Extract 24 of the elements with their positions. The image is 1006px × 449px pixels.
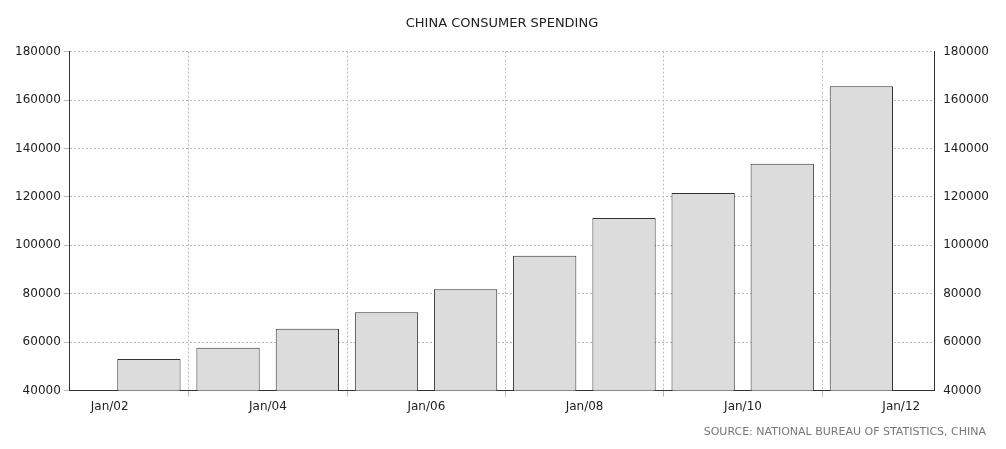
y2-tick-label: 60000 bbox=[943, 334, 982, 349]
x-tick-label: Jan/12 bbox=[881, 398, 921, 413]
x-tick-label: Jan/04 bbox=[248, 398, 287, 413]
y-tick-label: 180000 bbox=[15, 43, 61, 58]
y2-tick-label: 100000 bbox=[943, 237, 989, 252]
y2-tick-label: 40000 bbox=[943, 382, 982, 397]
source-note: SOURCE: NATIONAL BUREAU OF STATISTICS, CHINA bbox=[703, 425, 987, 438]
y-tick-label: 80000 bbox=[22, 285, 61, 300]
chart-title: CHINA CONSUMER SPENDING bbox=[405, 15, 599, 31]
x-tick-label: Jan/10 bbox=[723, 398, 762, 413]
y-tick-label: 100000 bbox=[15, 237, 61, 252]
x-tick-label: Jan/08 bbox=[564, 398, 604, 413]
y-tick-label: 40000 bbox=[22, 382, 61, 397]
y2-tick-label: 140000 bbox=[943, 140, 989, 155]
y-tick-label: 140000 bbox=[15, 140, 61, 155]
y2-tick-label: 80000 bbox=[943, 285, 982, 300]
y2-tick-label: 160000 bbox=[943, 92, 989, 107]
y2-tick-label: 180000 bbox=[943, 43, 989, 58]
y-tick-label: 120000 bbox=[15, 189, 61, 204]
y-tick-label: 160000 bbox=[15, 92, 61, 107]
y-tick-label: 60000 bbox=[22, 334, 61, 349]
x-tick-label: Jan/02 bbox=[89, 398, 129, 413]
x-tick-label: Jan/06 bbox=[406, 398, 446, 413]
y2-tick-label: 120000 bbox=[943, 189, 989, 204]
